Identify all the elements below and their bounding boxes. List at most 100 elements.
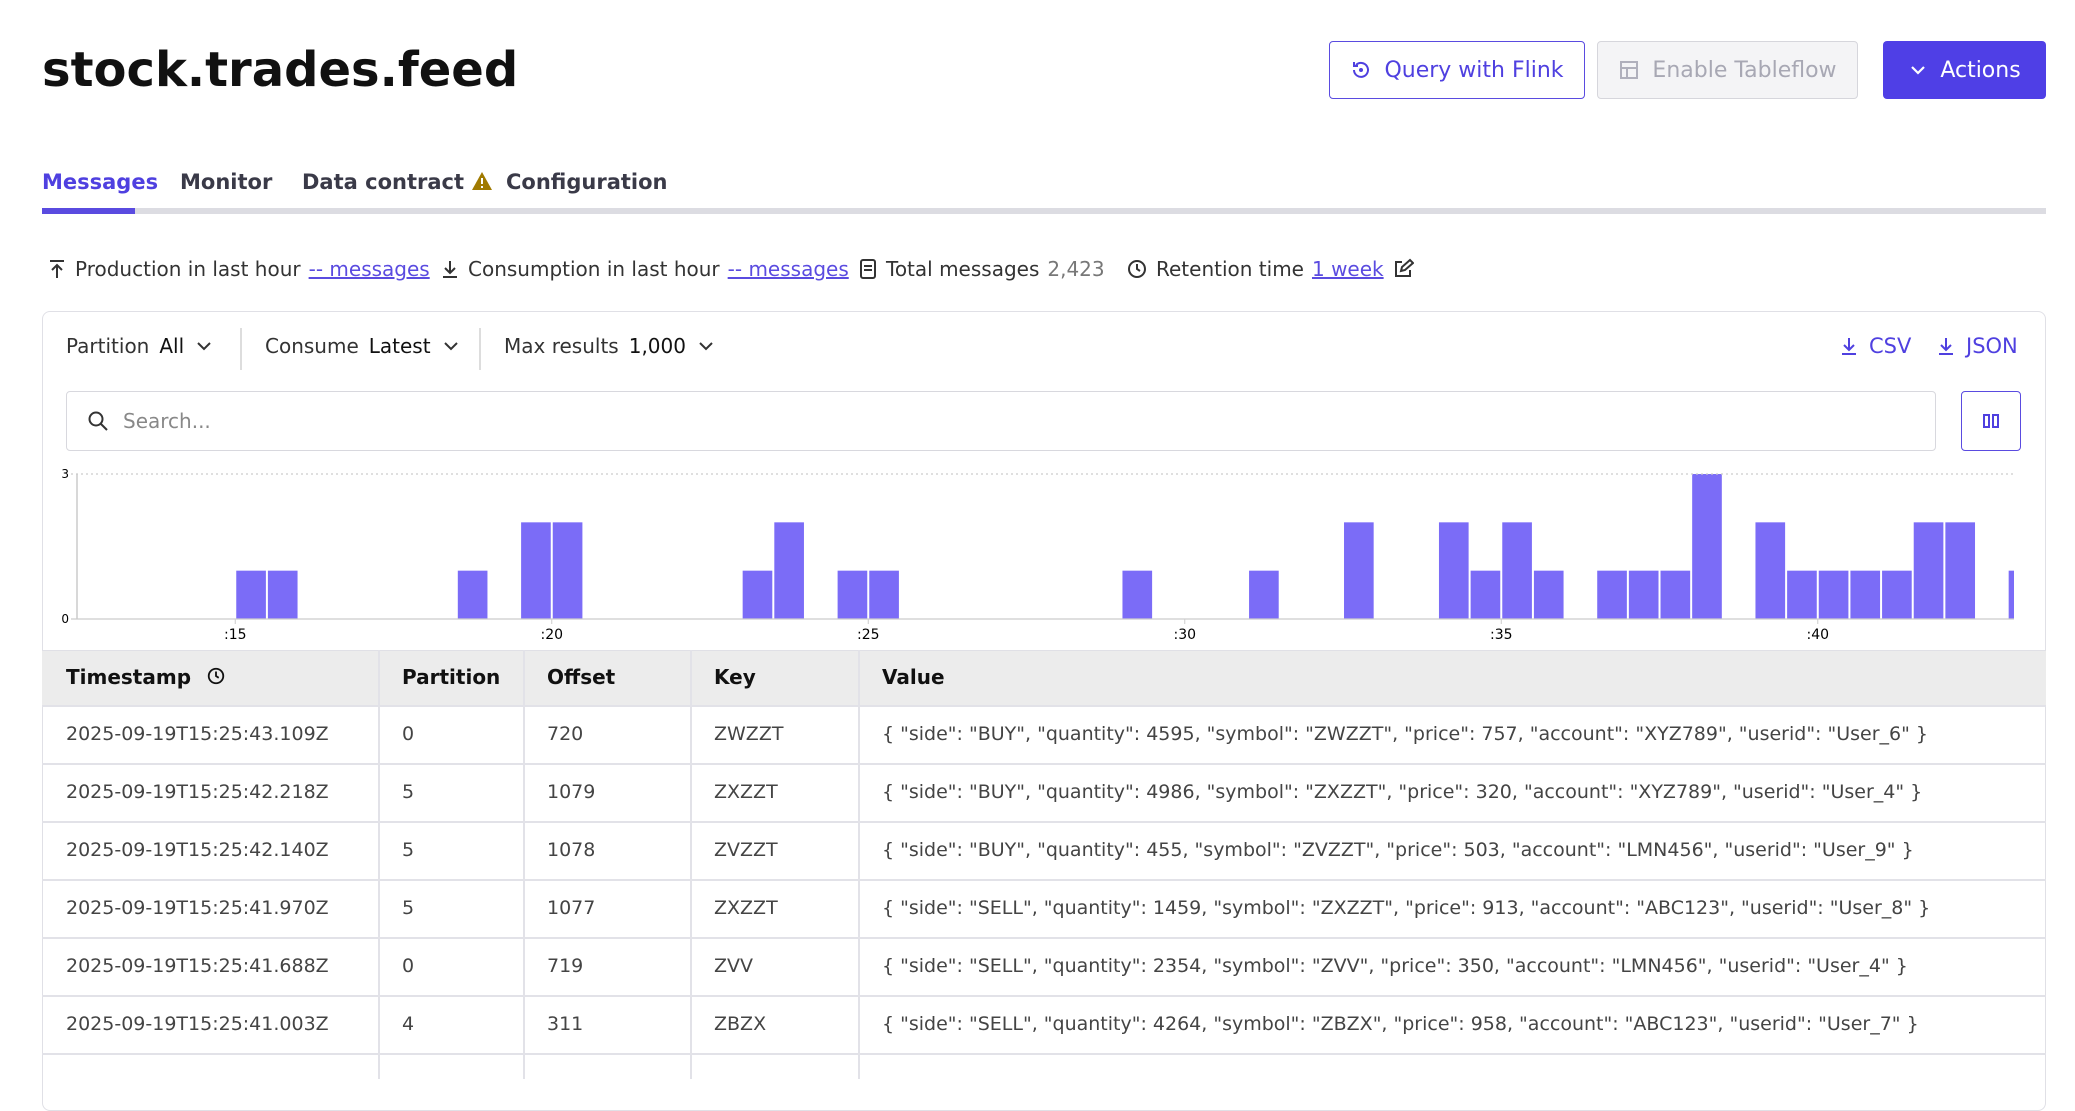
table-cell: { "side": "SELL", "quantity": 2354, "sym… [882,955,1908,977]
table-cell: 1077 [547,897,596,919]
bar [1882,570,1912,619]
bar [1470,570,1501,619]
search-box[interactable]: Search... [66,391,1936,451]
stat-label: Consumption in last hour [468,257,720,281]
bar [1344,522,1374,619]
icon [1128,260,1146,278]
table-header [42,650,2046,706]
edit-icon[interactable] [1392,258,1414,280]
stat-label: Production in last hour [75,257,301,281]
filter[interactable]: Consume Latest [265,334,461,358]
table-cell: 2025-09-19T15:25:41.970Z [66,897,329,919]
stat-link[interactable]: 1 week [1311,257,1384,281]
table-cell: ZBZX [714,1013,767,1035]
bar [1945,522,1976,619]
row-border [42,763,2046,765]
tab[interactable]: Configuration [506,170,668,194]
tab[interactable]: Monitor [180,170,273,194]
stat: Total messages 2,423 [858,257,1105,281]
tab-rail [42,208,2046,214]
stat-label: Retention time [1156,257,1304,281]
table-cell: { "side": "BUY", "quantity": 4986, "symb… [882,781,1923,803]
tab[interactable]: Messages [42,170,159,194]
bar [1628,570,1659,619]
row-border [42,1053,2046,1055]
actions-button[interactable]: Actions [1883,41,2046,99]
tab-indicator [42,208,135,214]
download-label: JSON [1966,334,2018,358]
download-csv[interactable]: CSV [1839,334,1911,358]
bar [1692,474,1722,619]
chevron [197,342,211,351]
columns-button[interactable] [1961,391,2021,451]
bar [521,522,551,619]
clock-icon[interactable] [206,666,226,686]
bar [869,570,899,619]
table-cell: 2025-09-19T15:25:41.688Z [66,955,329,977]
download-json[interactable]: JSON [1936,334,2018,358]
bar [1502,522,1532,619]
tableflow-button[interactable]: Enable Tableflow [1597,41,1858,99]
bar [1660,570,1691,619]
stat-label: Total messages [886,257,1040,281]
download-label: CSV [1869,334,1912,358]
icon [1620,61,1639,79]
search-placeholder: Search... [123,409,211,433]
tab-label: Data contract [302,170,465,194]
y-tick-label: 3 [61,467,69,481]
icon [1983,414,1999,428]
column-header: Key [714,665,756,689]
x-tick-label: :30 [1173,627,1196,643]
filter-label: Max results [504,334,619,358]
bar [1913,522,1944,619]
query-button[interactable]: Query with Flink [1329,41,1585,99]
row-border [42,705,2046,707]
icon [1939,338,1953,355]
bar [1438,522,1469,619]
bar [1597,570,1627,619]
column-divider [523,650,525,1079]
table-cell: { "side": "BUY", "quantity": 4595, "symb… [882,723,1929,745]
column-divider [378,650,380,1079]
messages-table: Timestamp Partition Offset Key Value 2025-09… [42,650,2046,1079]
filter-value: 1,000 [628,334,686,358]
page: stock.trades.feed Query with Flink Enabl… [42,41,2046,1111]
filter-value: All [159,334,185,358]
filter[interactable]: Max results 1,000 [504,334,716,358]
button-label: Query with Flink [1384,57,1564,83]
bar [742,570,773,619]
chevron [699,342,713,351]
bar [2008,570,2014,619]
bar-group [236,474,2014,619]
icon [443,261,457,278]
bar [1850,570,1881,619]
table-cell: 1079 [547,781,596,803]
filter[interactable]: Partition All [66,334,214,358]
stat-value: 2,423 [1047,257,1105,281]
filter-label: Consume [265,334,359,358]
table-cell: 5 [402,839,415,861]
table-cell: { "side": "SELL", "quantity": 4264, "sym… [882,1013,1919,1035]
x-tick-label: :25 [857,627,880,643]
table-cell: { "side": "SELL", "quantity": 1459, "sym… [882,897,1931,919]
table-cell: ZXZZT [714,781,778,803]
table-cell: 719 [547,955,584,977]
filter-label: Partition [66,334,150,358]
table-cell: 0 [402,955,415,977]
table-cell: ZWZZT [714,723,784,745]
x-tick-label: :15 [224,627,247,643]
chevron [443,342,458,351]
bar [1122,570,1153,619]
table-cell: 1078 [547,839,596,861]
bar [1533,570,1564,619]
search-icon [88,411,108,431]
stat-link[interactable]: -- messages [308,257,430,281]
y-tick-label: 0 [61,612,69,626]
stat-link[interactable]: -- messages [727,257,849,281]
table-cell: ZXZZT [714,897,778,919]
divider [479,328,481,370]
table-cell: 2025-09-19T15:25:41.003Z [66,1013,329,1035]
tab[interactable]: Data contract [302,170,493,194]
icon [1911,66,1926,75]
bar [1818,570,1849,619]
